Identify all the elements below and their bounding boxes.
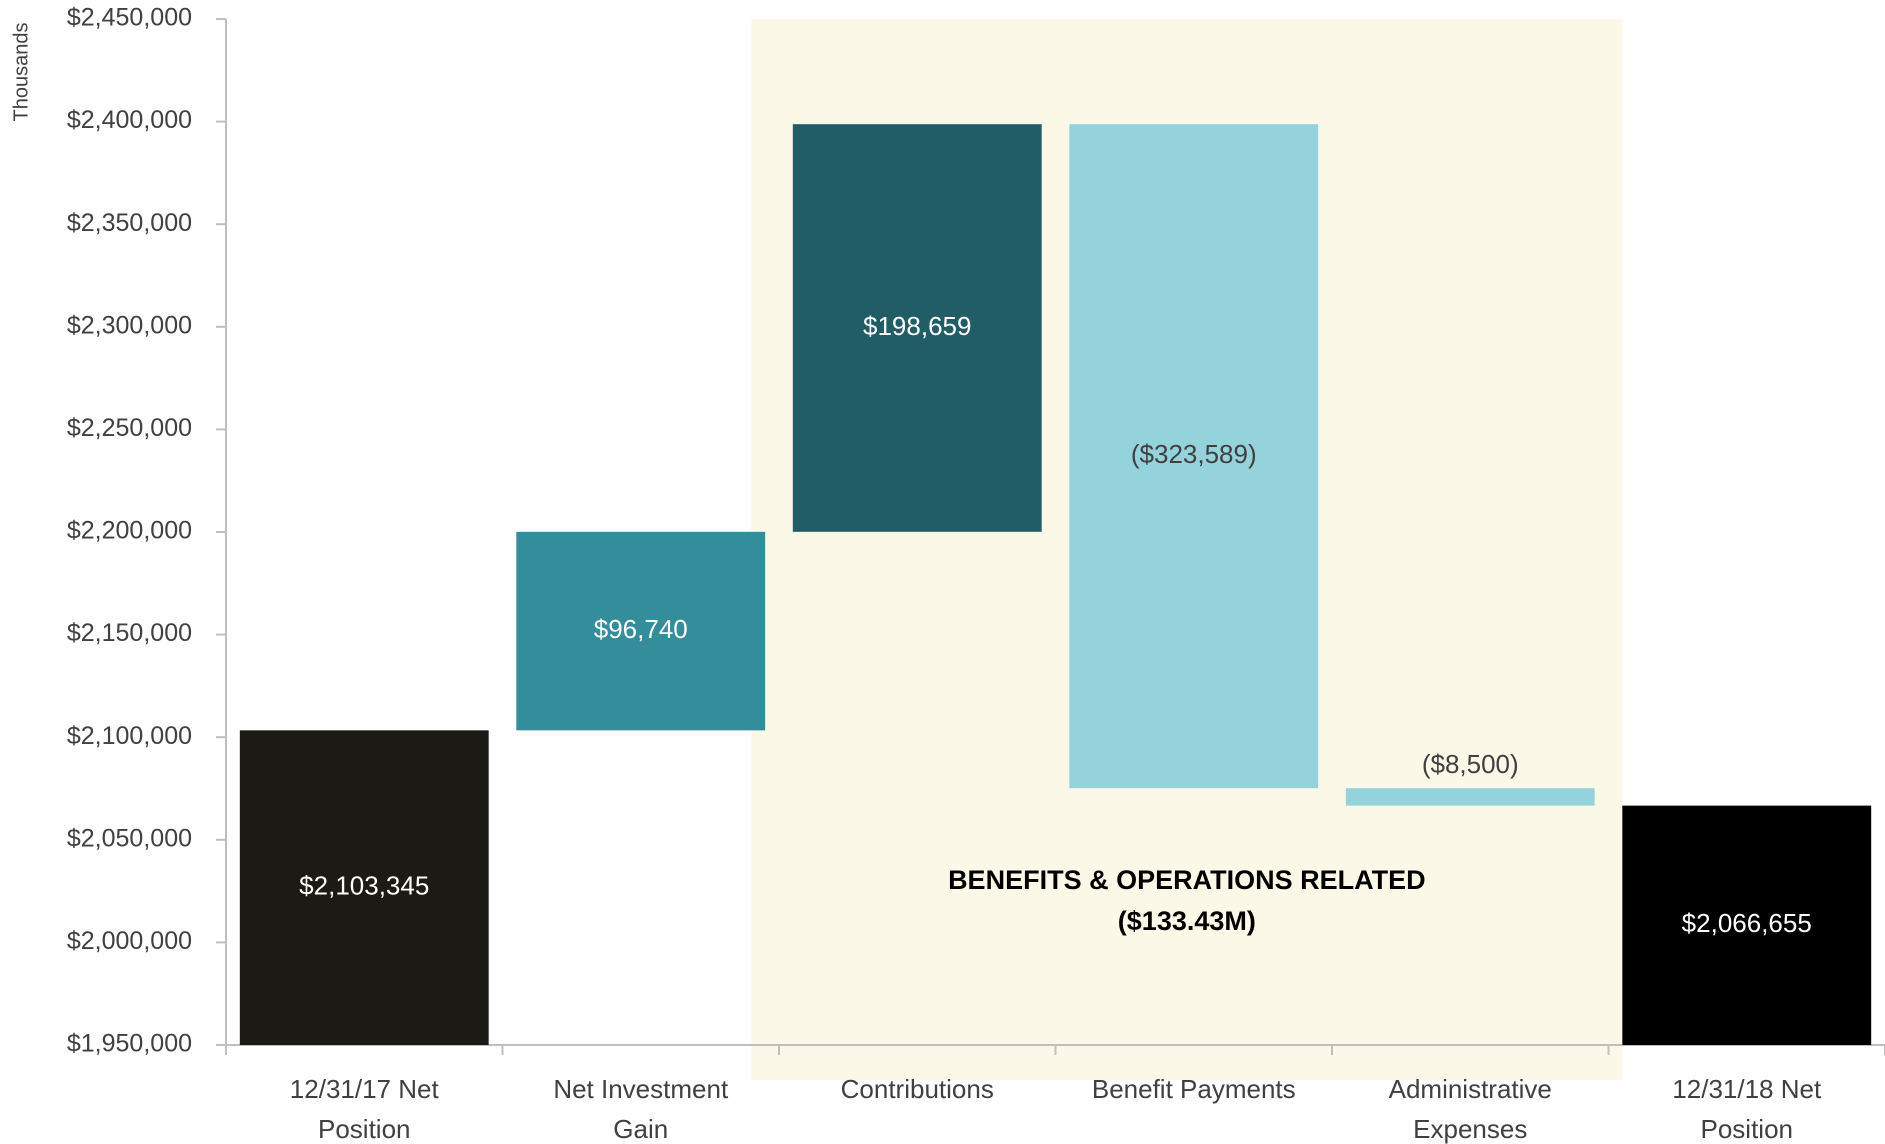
value-label: $2,066,655 (1682, 908, 1812, 938)
y-tick-label: $2,250,000 (67, 414, 192, 442)
x-tick-label: Administrative Expenses (1388, 1074, 1552, 1144)
x-tick-label: Benefit Payments (1091, 1074, 1296, 1104)
bar (792, 124, 1042, 532)
x-tick-label: 12/31/17 Net Position (289, 1074, 439, 1144)
bar (239, 730, 489, 1045)
value-label: $198,659 (863, 311, 971, 341)
y-tick-label: $2,150,000 (67, 619, 192, 647)
bar (1069, 124, 1319, 789)
value-label: ($8,500) (1422, 749, 1519, 779)
value-label: $2,103,345 (299, 871, 429, 901)
x-tick-label: 12/31/18 Net Position (1672, 1074, 1822, 1144)
y-tick-label: $2,050,000 (67, 824, 192, 852)
y-tick-label: $2,300,000 (67, 311, 192, 339)
bar (1622, 805, 1872, 1045)
value-label: $96,740 (594, 614, 688, 644)
y-tick-label: $2,350,000 (67, 209, 192, 237)
annotation: BENEFITS & OPERATIONS RELATED (948, 865, 1426, 895)
y-tick-label: $1,950,000 (67, 1030, 192, 1058)
y-tick-label: $2,400,000 (67, 106, 192, 134)
bar (1345, 788, 1595, 806)
y-axis-label: Thousands (10, 23, 32, 122)
x-tick-label: Contributions (840, 1074, 994, 1104)
value-label: ($323,589) (1131, 439, 1257, 469)
annotation: ($133.43M) (1118, 906, 1256, 936)
y-tick-label: $2,100,000 (67, 722, 192, 750)
bar (516, 531, 766, 731)
y-tick-label: $2,000,000 (67, 927, 192, 955)
y-tick-label: $2,200,000 (67, 517, 192, 545)
y-tick-label: $2,450,000 (67, 4, 192, 32)
x-tick-label: Net Investment Gain (553, 1074, 729, 1144)
